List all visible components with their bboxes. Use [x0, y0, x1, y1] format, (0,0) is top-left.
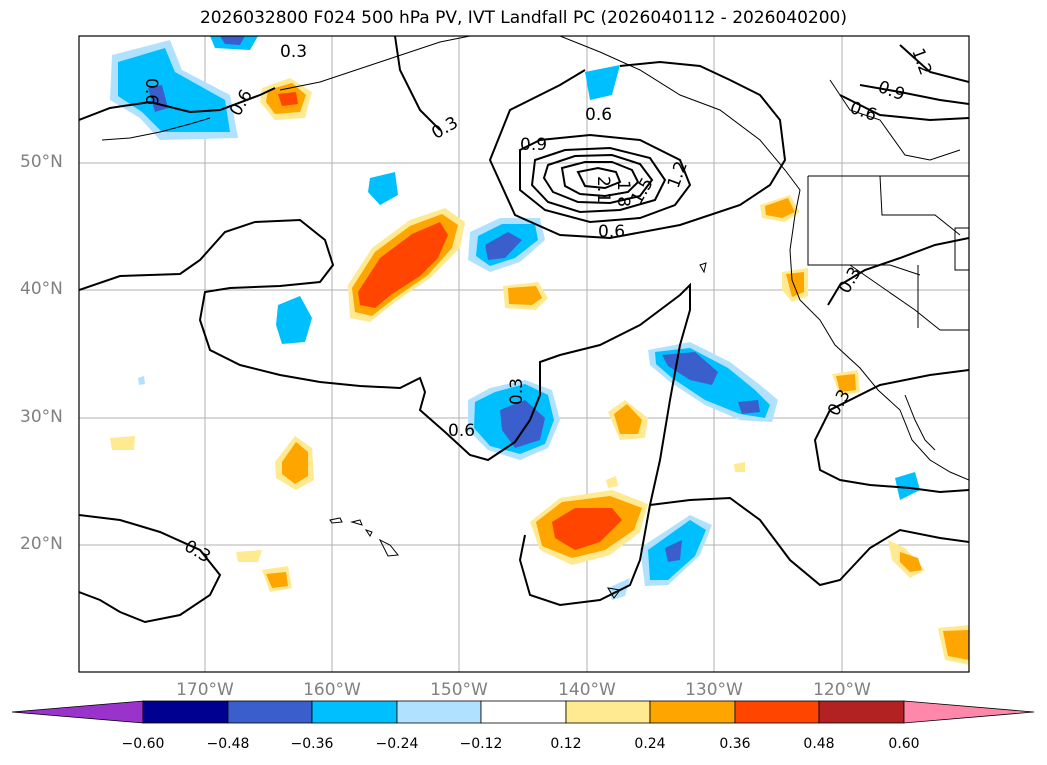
- colorbar-segment: [649, 700, 736, 724]
- contour-label: 0.3: [280, 42, 307, 62]
- colorbar-segment: [734, 700, 820, 724]
- lat-label-30n: 30°N: [20, 407, 63, 427]
- colorbar-segment: [396, 700, 482, 724]
- contour-label: 0.6: [448, 421, 475, 441]
- colorbar-segment: [565, 700, 651, 724]
- colorbar-segment: [480, 700, 567, 724]
- colorbar-segment: [818, 700, 905, 724]
- lon-label-150w: 150°W: [430, 680, 488, 700]
- colorbar-tick: 0.12: [550, 736, 582, 752]
- colorbar-extend-high: [903, 700, 1035, 724]
- lon-label-140w: 140°W: [558, 680, 616, 700]
- contour-1-2-low: [530, 146, 667, 214]
- lon-label-170w: 170°W: [176, 680, 234, 700]
- colorbar-segment: [227, 700, 313, 724]
- contour-0-6-ne: [839, 94, 969, 122]
- contour-1-2-ne: [899, 44, 969, 83]
- colorbar: [11, 700, 1035, 724]
- contour-1-5-low: [542, 153, 654, 205]
- contour-0-9-north: [859, 84, 969, 105]
- coastlines: [101, 36, 969, 599]
- contour-1-8-low: [560, 161, 640, 198]
- lon-label-120w: 120°W: [813, 680, 871, 700]
- colorbar-extend-low: [11, 700, 144, 724]
- contour-0-6-low: [488, 60, 787, 240]
- colorbar-tick: −0.48: [206, 736, 250, 752]
- contour-label: 0.6: [141, 78, 161, 105]
- contour-label: 0.3: [507, 378, 527, 405]
- lat-label-40n: 40°N: [20, 279, 63, 299]
- contour-0-3-big: [79, 218, 691, 607]
- colorbar-tick: −0.60: [121, 736, 165, 752]
- lon-label-160w: 160°W: [303, 680, 361, 700]
- contour-0-3-north: [394, 36, 441, 131]
- contour-0-3-ncal: [827, 237, 969, 306]
- negative-pc-regions: [110, 36, 920, 600]
- contour-0-6-west: [79, 87, 276, 121]
- colorbar-tick: 0.48: [803, 736, 835, 752]
- contour-label: 1.8: [613, 180, 633, 207]
- contour-0-3-se: [649, 496, 969, 587]
- contour-label: 2.1: [593, 176, 613, 203]
- colorbar-tick: 0.36: [719, 736, 751, 752]
- colorbar-segment: [311, 700, 398, 724]
- colorbar-segment: [142, 700, 229, 724]
- colorbar-tick: 0.60: [888, 736, 920, 752]
- lat-label-20n: 20°N: [20, 534, 63, 554]
- contour-2-1-low: [576, 166, 622, 190]
- contour-label: 0.6: [598, 222, 625, 242]
- colorbar-tick: −0.12: [459, 736, 503, 752]
- colorbar-tick: −0.24: [375, 736, 419, 752]
- contour-label: 0.9: [520, 135, 547, 155]
- colorbar-tick: −0.36: [290, 736, 334, 752]
- lon-label-130w: 130°W: [685, 680, 743, 700]
- contour-label: 0.6: [585, 105, 612, 125]
- contour-0-3-sw: [79, 514, 222, 624]
- positive-pc-regions: [110, 78, 969, 665]
- colorbar-tick: 0.24: [634, 736, 666, 752]
- map-title: 2026032800 F024 500 hPa PV, IVT Landfall…: [199, 8, 847, 28]
- contour-0-9-low: [519, 133, 692, 224]
- contour-0-3-east: [813, 369, 969, 494]
- lat-label-50n: 50°N: [20, 152, 63, 172]
- map-background: [79, 36, 969, 672]
- pv-contours: [79, 36, 969, 624]
- map-frame: [78, 35, 970, 673]
